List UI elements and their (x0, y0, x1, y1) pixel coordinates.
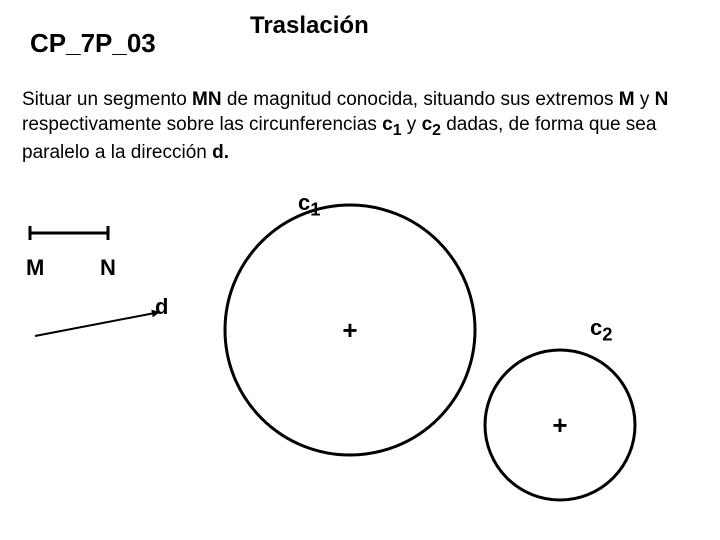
center-mark-c1: + (342, 315, 357, 345)
center-mark-c2: + (552, 410, 567, 440)
geometry-diagram: + + (0, 0, 720, 540)
direction-d-arrowhead (151, 310, 160, 318)
direction-d-line (35, 312, 160, 336)
